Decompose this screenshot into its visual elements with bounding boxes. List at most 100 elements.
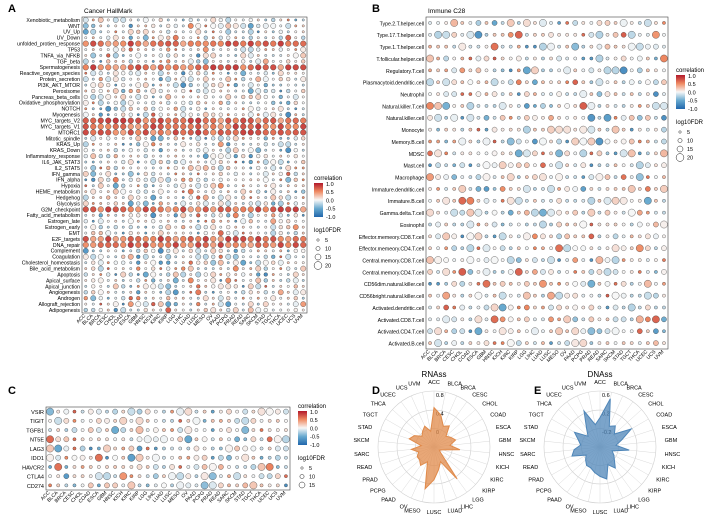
data-point	[225, 241, 232, 248]
data-point	[294, 71, 298, 75]
data-point	[301, 88, 306, 94]
data-point	[581, 68, 586, 73]
data-point	[225, 194, 232, 201]
data-point	[452, 187, 457, 191]
data-point	[181, 219, 185, 223]
data-point	[137, 474, 142, 478]
data-point	[533, 92, 537, 96]
data-point	[180, 123, 187, 130]
data-point	[301, 35, 306, 40]
y-tick-label: Fatty_acid_metabolism	[27, 213, 80, 219]
data-point	[56, 428, 61, 432]
data-point	[195, 271, 202, 278]
data-point	[233, 284, 238, 289]
data-point	[271, 148, 275, 152]
data-point	[97, 483, 101, 488]
data-point	[150, 194, 157, 201]
data-point	[249, 196, 253, 199]
data-point	[450, 19, 459, 27]
data-point	[97, 17, 104, 23]
data-point	[211, 172, 215, 176]
data-point	[189, 54, 193, 57]
data-point	[82, 141, 89, 148]
data-point	[249, 279, 253, 282]
y-tick-label: LAG3	[30, 447, 44, 453]
data-point	[187, 23, 194, 29]
data-point	[444, 115, 448, 120]
data-point	[613, 175, 618, 179]
data-point	[240, 241, 247, 248]
y-tick-label: Spermatogenesis	[40, 65, 81, 71]
data-point	[589, 258, 594, 262]
data-point	[459, 162, 466, 168]
data-point	[129, 249, 133, 253]
panel-title: Cancer HallMark	[84, 8, 133, 15]
data-point	[196, 88, 201, 94]
data-point	[293, 307, 298, 313]
data-point	[516, 92, 521, 96]
data-point	[259, 446, 264, 451]
data-point	[200, 472, 209, 481]
x-tick-label: ACC	[75, 313, 87, 325]
data-point	[151, 225, 155, 229]
data-point	[80, 474, 85, 478]
data-point	[234, 196, 238, 199]
data-point	[263, 278, 268, 283]
data-point	[181, 30, 185, 34]
data-point	[226, 165, 231, 171]
data-point	[219, 446, 223, 451]
data-point	[193, 445, 200, 452]
data-point	[491, 126, 498, 133]
data-point	[173, 53, 178, 58]
data-point	[172, 277, 179, 284]
data-point	[204, 142, 208, 146]
data-point	[597, 305, 602, 310]
data-point	[189, 231, 193, 235]
data-point	[654, 187, 658, 191]
data-point	[605, 163, 610, 168]
data-point	[97, 265, 104, 272]
data-point	[255, 40, 262, 47]
data-point	[166, 137, 170, 140]
data-point	[249, 137, 253, 140]
data-point	[97, 182, 104, 189]
data-point	[219, 95, 223, 99]
data-point	[293, 213, 298, 218]
data-point	[120, 206, 127, 213]
data-point	[196, 113, 200, 117]
data-point	[468, 127, 473, 132]
data-point	[293, 248, 298, 253]
data-point	[204, 160, 208, 164]
data-point	[249, 71, 253, 75]
data-point	[166, 148, 170, 152]
data-point	[166, 219, 170, 223]
data-point	[211, 60, 215, 63]
data-point	[621, 127, 626, 132]
data-point	[428, 234, 432, 239]
data-point	[180, 241, 187, 248]
data-point	[99, 36, 103, 40]
data-point	[539, 220, 547, 229]
data-point	[226, 48, 230, 51]
y-tick-label: Pancreas_beta_cells	[32, 95, 81, 101]
data-point	[241, 426, 250, 434]
data-point	[270, 159, 277, 165]
data-point	[248, 94, 253, 99]
data-point	[277, 105, 284, 112]
data-point	[63, 408, 70, 415]
data-point	[180, 212, 187, 219]
data-point	[255, 259, 262, 266]
data-point	[270, 230, 277, 236]
data-point	[263, 94, 268, 99]
data-point	[661, 245, 667, 251]
data-point	[219, 30, 223, 34]
data-point	[285, 194, 292, 201]
data-point	[121, 483, 126, 488]
data-point	[660, 220, 668, 229]
data-point	[112, 117, 119, 124]
data-point	[249, 255, 253, 259]
y-tick-label: TGF_beta	[57, 59, 80, 65]
data-point	[604, 328, 611, 334]
data-point	[484, 32, 489, 37]
data-point	[114, 142, 118, 146]
